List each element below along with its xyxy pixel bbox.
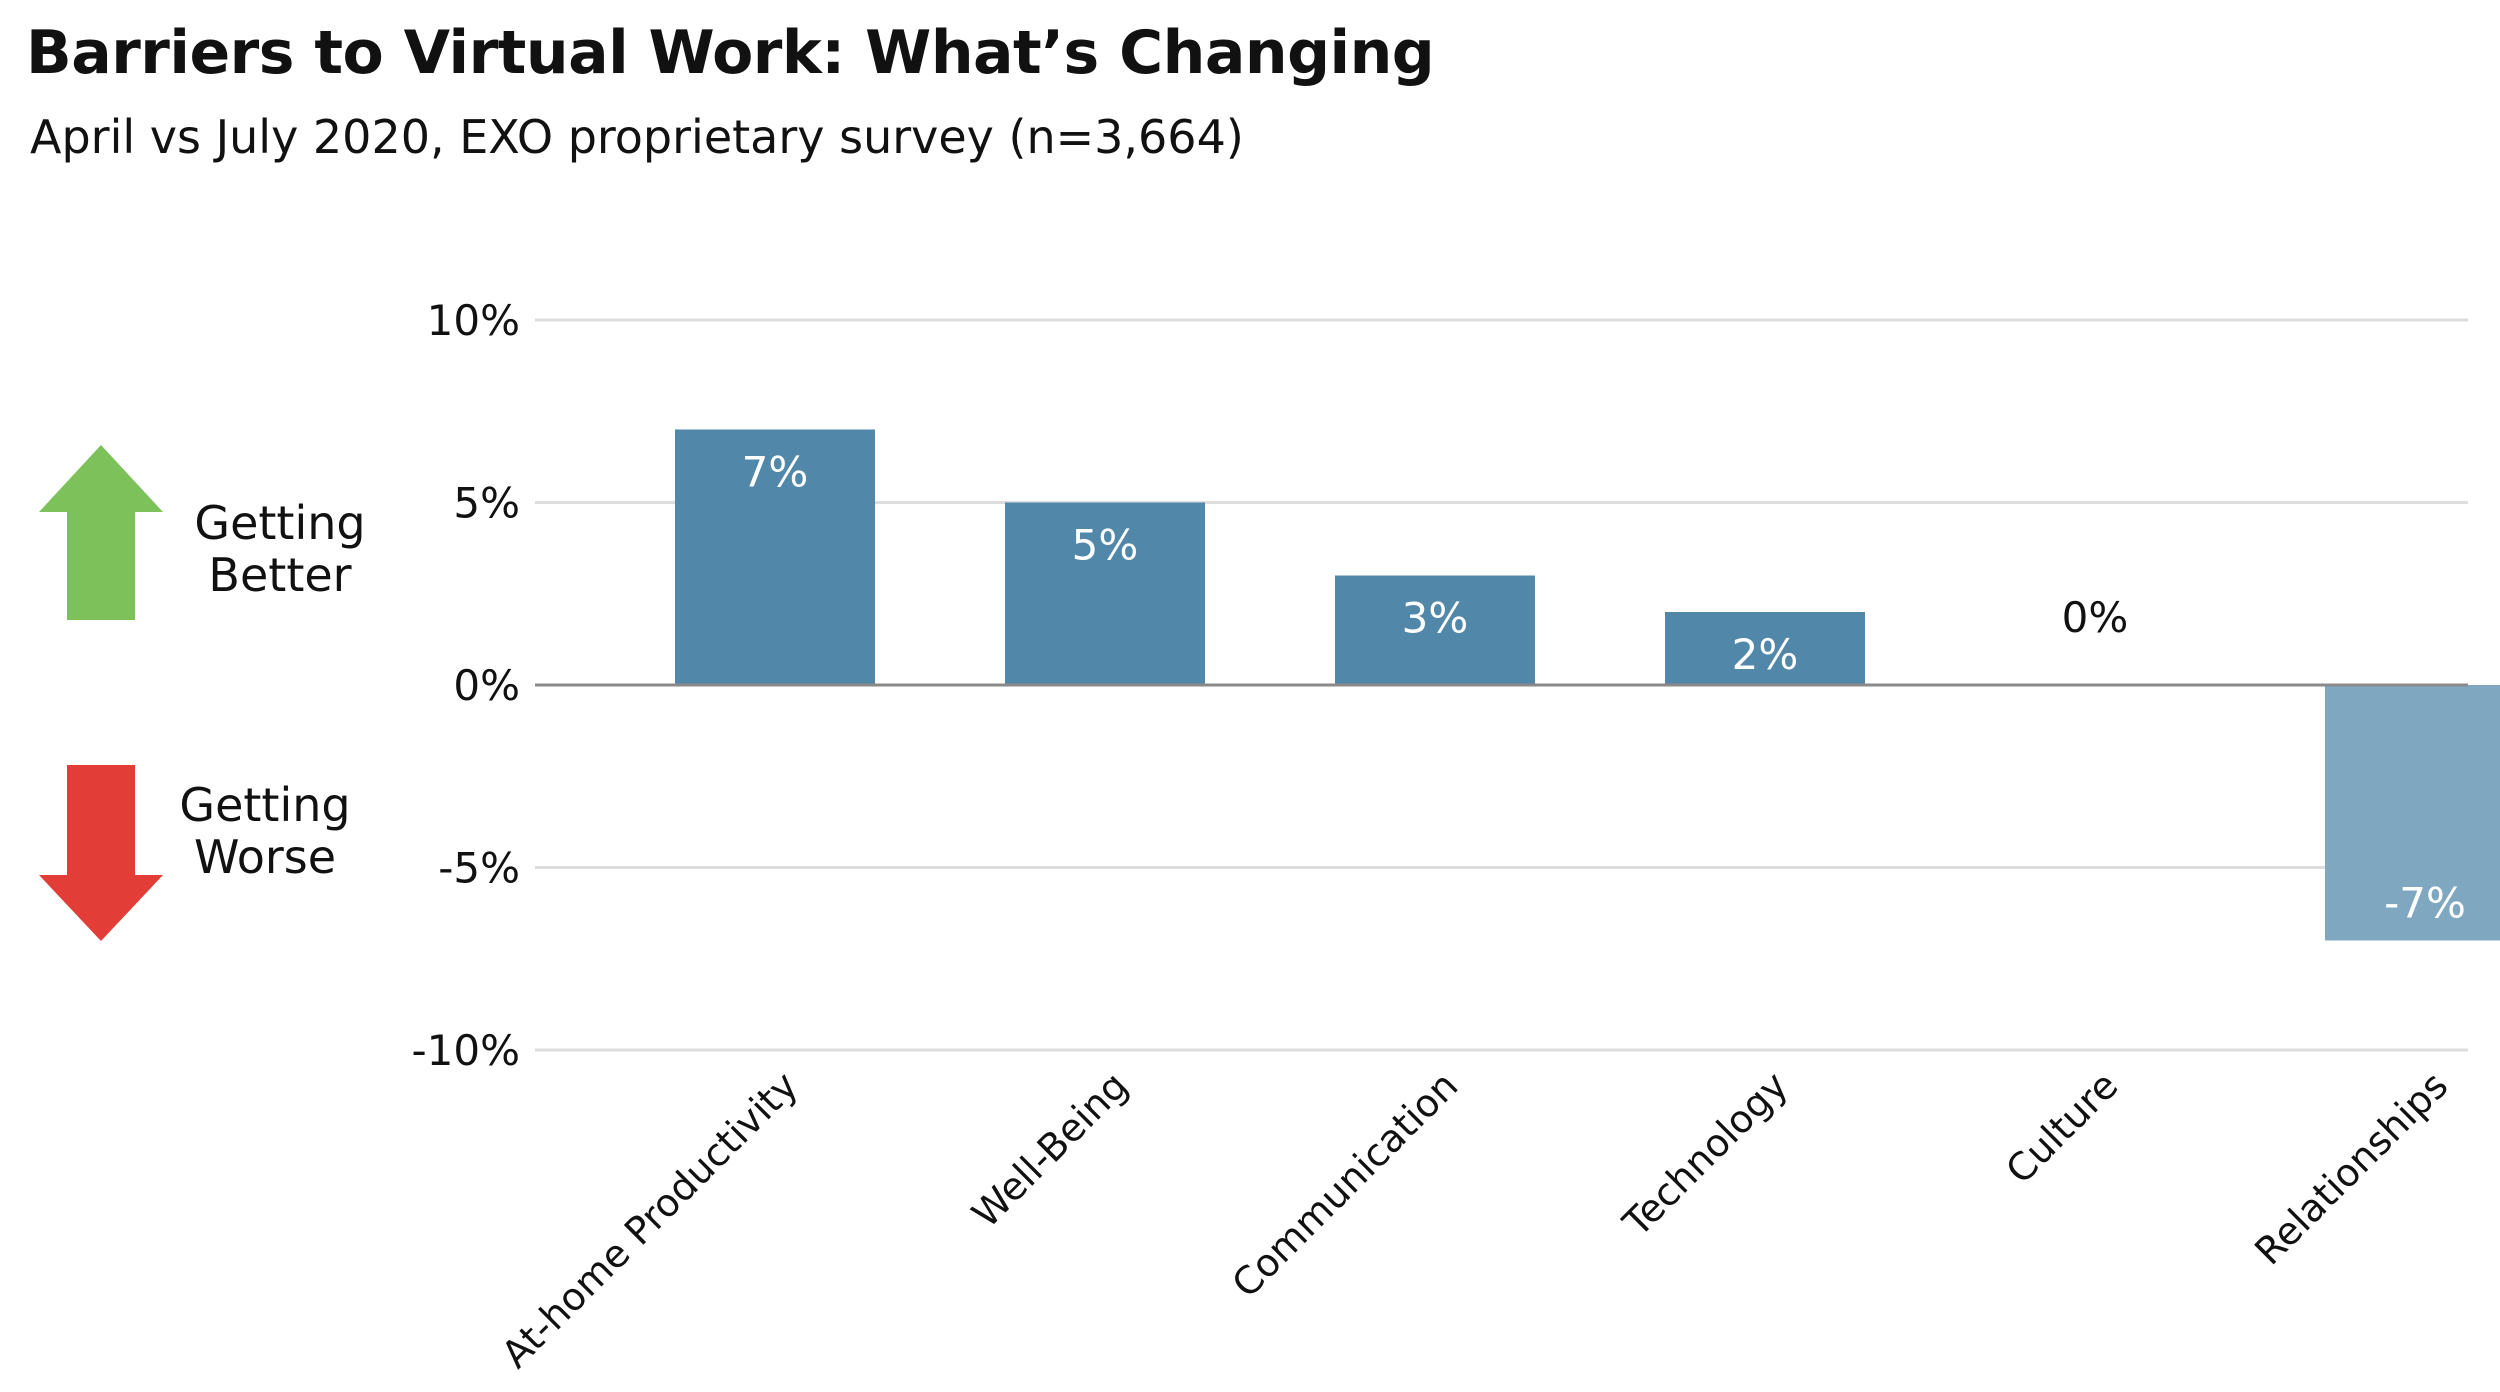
bar	[675, 429, 875, 685]
y-tick-label: 10%	[427, 296, 520, 345]
x-tick-label: Culture	[1997, 1063, 2126, 1192]
getting-worse-label: Getting Worse	[160, 778, 370, 884]
data-label: 5%	[1072, 521, 1139, 570]
arrow-down-icon	[39, 765, 163, 941]
x-tick-label: At-home Productivity	[493, 1063, 806, 1376]
data-label: 3%	[1402, 594, 1469, 643]
getting-better-line2: Better	[208, 547, 352, 602]
bar	[1665, 612, 1865, 685]
x-tick-label: Relationships	[2246, 1063, 2456, 1273]
chart-subtitle: April vs July 2020, EXO proprietary surv…	[30, 110, 1244, 164]
chart-title: Barriers to Virtual Work: What’s Changin…	[26, 18, 1435, 88]
getting-worse-line1: Getting	[179, 778, 351, 832]
getting-worse-line2: Worse	[193, 829, 337, 884]
data-label: 2%	[1732, 630, 1799, 679]
getting-better-label: Getting Better	[175, 496, 385, 602]
y-tick-label: -10%	[411, 1026, 520, 1075]
x-tick-label: Well-Being	[964, 1063, 1137, 1236]
y-tick-label: -5%	[438, 844, 520, 893]
x-tick-label: Communication	[1223, 1063, 1466, 1306]
data-labels: 7% 5% 3% 2% 0% -7%	[742, 448, 2466, 928]
y-axis-ticks: 10% 5% 0% -5% -10%	[411, 296, 520, 1075]
bars	[675, 429, 2500, 941]
bar	[2325, 685, 2500, 941]
bar	[1335, 575, 1535, 685]
bar	[1005, 502, 1205, 685]
y-tick-label: 0%	[453, 661, 520, 710]
x-axis-ticks: At-home Productivity Well-Being Communicat…	[493, 1063, 2456, 1376]
arrow-up-icon	[39, 445, 163, 620]
data-label: -7%	[2384, 879, 2466, 928]
data-label: 0%	[2062, 593, 2129, 642]
x-tick-label: Technology	[1614, 1063, 1796, 1245]
y-tick-label: 5%	[453, 479, 520, 528]
legend-arrows	[39, 445, 163, 941]
getting-better-line1: Getting	[194, 496, 366, 550]
data-label: 7%	[742, 448, 809, 497]
gridlines	[535, 318, 2468, 1052]
